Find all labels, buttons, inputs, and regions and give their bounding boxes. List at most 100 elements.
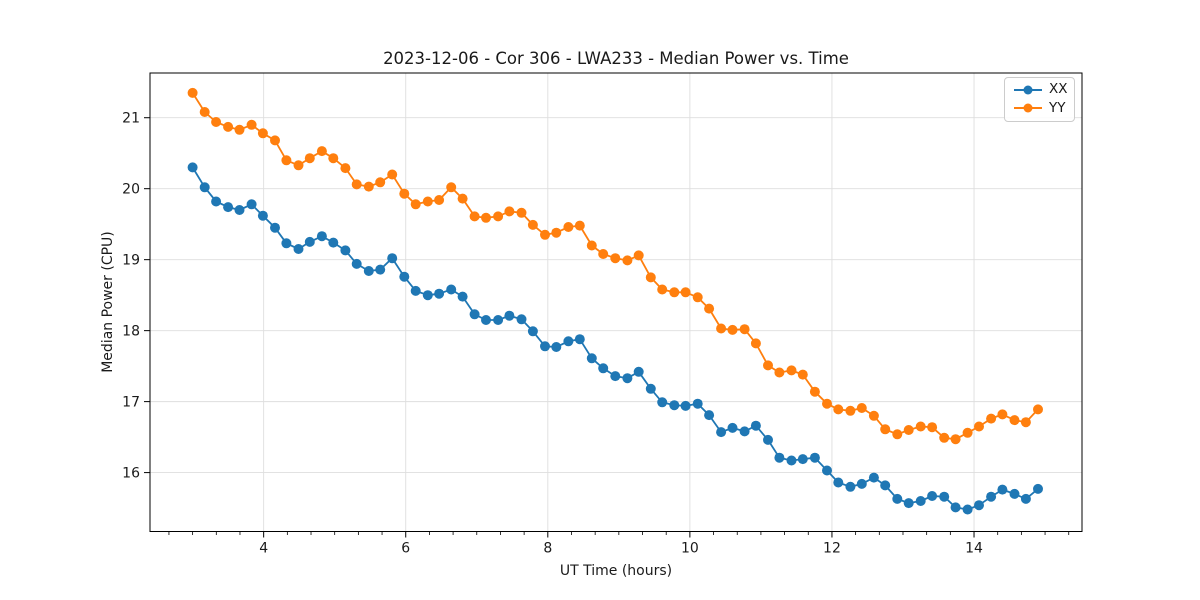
series-yy-point (986, 413, 997, 424)
series-yy-point (493, 211, 504, 222)
series-xx-point (351, 258, 362, 269)
series-xx-point (750, 420, 761, 431)
series-yy-point (304, 153, 315, 164)
series-xx-point (281, 238, 292, 249)
legend-label-yy: YY (1049, 99, 1066, 116)
series-yy-point (351, 179, 362, 190)
x-tick-label: 8 (543, 541, 552, 557)
series-xx-point (950, 502, 961, 513)
series-xx-point (540, 341, 550, 352)
series-yy-point (856, 403, 867, 413)
series-yy-point (481, 212, 491, 223)
series-yy-point (257, 128, 268, 139)
legend-dot-xx-icon (1023, 85, 1033, 95)
series-yy-point (598, 249, 609, 259)
series-xx-point (903, 498, 914, 509)
series-yy-point (316, 146, 327, 157)
series-xx-point (856, 478, 867, 489)
series-xx-point (223, 202, 234, 213)
series-yy-point (551, 227, 562, 238)
series-xx-point (868, 472, 879, 483)
series-xx-point (716, 427, 727, 438)
series-xx-point (586, 353, 597, 364)
series-xx-point (657, 397, 668, 408)
series-xx-point (469, 309, 480, 320)
y-tick-label: 20 (122, 182, 140, 198)
series-xx-point (563, 336, 574, 347)
series-xx-point (387, 253, 398, 264)
x-tick-label: 6 (401, 541, 410, 557)
series-xx-point (997, 484, 1008, 495)
series-yy-point (363, 181, 374, 192)
series-yy-point (1033, 404, 1043, 415)
series-yy-point (211, 117, 222, 127)
series-xx-point (939, 491, 950, 502)
legend-label-xx: XX (1049, 81, 1068, 97)
series-xx-point (187, 162, 198, 173)
axes-spines (149, 72, 1083, 532)
series-yy-point (786, 365, 797, 376)
series-xx-point (927, 491, 938, 501)
series-yy-point (633, 250, 644, 261)
series-xx-point (481, 315, 491, 325)
series-yy-point (903, 425, 914, 435)
x-tick-label: 10 (681, 541, 699, 557)
series-yy-point (997, 409, 1008, 420)
series-yy-point (962, 427, 973, 438)
series-yy-point (880, 424, 891, 435)
series-yy-point (1020, 417, 1031, 428)
series-yy-point (822, 398, 832, 409)
series-yy-point (516, 207, 527, 218)
series-yy-point (892, 429, 903, 440)
series-yy-point (387, 169, 398, 180)
series-yy-point (586, 240, 597, 251)
series-xx-point (293, 244, 304, 254)
series-xx-point (234, 205, 245, 215)
series-yy-point (915, 421, 926, 432)
series-yy-point (574, 220, 585, 231)
series-xx-point (516, 314, 527, 325)
series-xx-point (316, 231, 327, 242)
series-yy-point (434, 195, 445, 205)
series-xx-point (1020, 493, 1031, 504)
series-yy-point (563, 222, 574, 232)
series-yy-point (845, 405, 856, 416)
series-xx-point (645, 383, 656, 394)
series-xx-point (774, 452, 785, 463)
series-yy-point (457, 193, 468, 204)
series-yy-point (774, 367, 785, 378)
series-yy-point (809, 386, 820, 397)
series-xx-point (833, 477, 844, 488)
series-xx-point (633, 366, 644, 377)
series-yy-point (199, 107, 210, 117)
y-tick-label: 19 (122, 253, 140, 269)
series-xx-point (797, 454, 808, 465)
series-xx-point (434, 288, 445, 299)
x-tick-label: 14 (965, 541, 983, 557)
series-yy-point (281, 155, 292, 166)
legend-entry-yy: YY (1014, 99, 1066, 116)
x-tick-label: 4 (259, 541, 268, 557)
series-xx-point (622, 373, 633, 384)
series-yy-point (750, 338, 761, 349)
series-yy-point (1009, 415, 1020, 426)
series-yy-point (797, 369, 808, 380)
series-yy-point (657, 284, 668, 295)
series-yy-point (833, 404, 844, 415)
series-yy-point (727, 324, 738, 335)
series-xx-point (692, 398, 703, 409)
legend-entry-xx: XX (1014, 81, 1068, 97)
series-yy-point (939, 432, 950, 443)
series-xx-point (375, 264, 386, 275)
series-xx-point (986, 491, 997, 502)
series-xx-point (340, 245, 351, 256)
series-yy-point (527, 219, 538, 230)
series-xx-point (915, 496, 926, 506)
series-yy-point (246, 119, 257, 130)
series-yy-point (927, 422, 938, 433)
series-yy-point (763, 360, 773, 371)
series-yy-point (704, 303, 715, 314)
series-xx-point (257, 210, 268, 221)
series-xx-point (328, 237, 339, 248)
